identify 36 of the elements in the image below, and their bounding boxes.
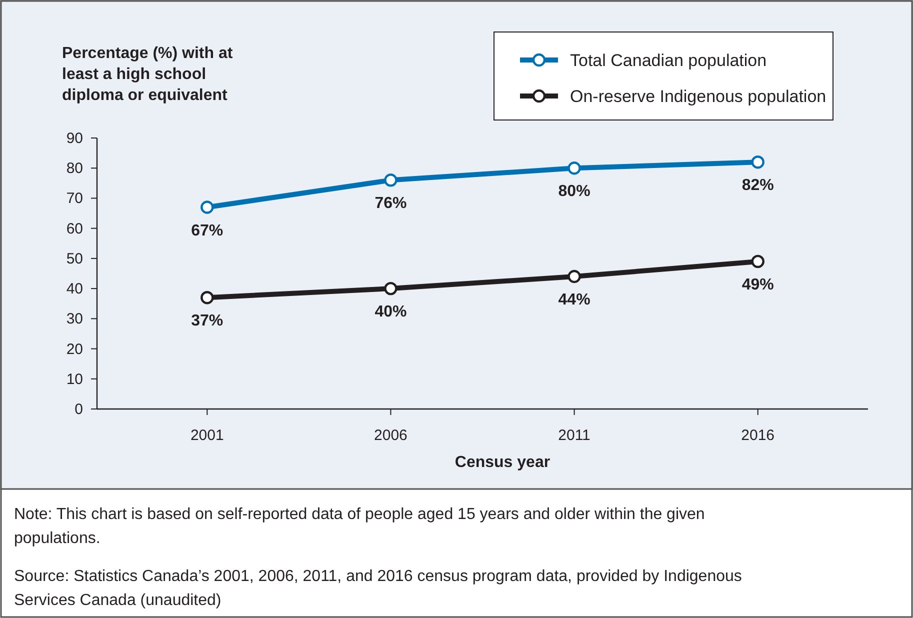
x-axis-title: Census year [454, 454, 550, 471]
point [200, 200, 214, 214]
y-tick-label: 0 [74, 401, 83, 418]
x-tick-label: 2016 [741, 427, 775, 444]
data-label: 40% [374, 304, 407, 321]
y-tick-label: 40 [66, 280, 83, 298]
x-tick-label: 2006 [374, 427, 408, 444]
y-tick-label: 90 [66, 130, 83, 147]
y-tick-label: 50 [66, 250, 83, 268]
data-label: 67% [191, 222, 224, 240]
data-label: 49% [742, 276, 774, 294]
y-axis-title: Percentage (%) with at least a high school diploma or equivalent [62, 45, 234, 104]
data-label: 80% [558, 183, 590, 200]
point [568, 162, 581, 175]
point [751, 254, 764, 268]
y-tick-label: 30 [66, 310, 83, 328]
point [384, 282, 398, 296]
y-tick-label: 10 [66, 370, 83, 388]
point [200, 290, 214, 304]
legend-label: On-reserve Indigenous population [570, 87, 826, 106]
legend-label: Total Canadian population [570, 51, 767, 70]
y-tick-label: 80 [66, 160, 83, 178]
y-tick-label: 20 [66, 340, 83, 358]
x-tick-label: 2001 [190, 427, 224, 444]
x-tick-label: 2011 [558, 427, 590, 444]
point [751, 155, 764, 169]
data-label: 37% [191, 312, 224, 330]
data-label: 76% [374, 195, 407, 212]
data-label: 82% [742, 177, 774, 194]
point [384, 174, 398, 187]
y-tick-label: 60 [66, 220, 83, 238]
text: Note: This chart is based on self-reported data of people aged 15 years and older within the given populations. [14, 506, 705, 547]
point [568, 270, 581, 284]
source-note: Source: Statistics Canada’s 2001, 2006, 2011, and 2016 census program data, provided by Indigenous Services Canada (unaudited) [14, 568, 742, 609]
y-tick-label: 70 [66, 190, 83, 208]
data-label: 44% [558, 292, 590, 309]
